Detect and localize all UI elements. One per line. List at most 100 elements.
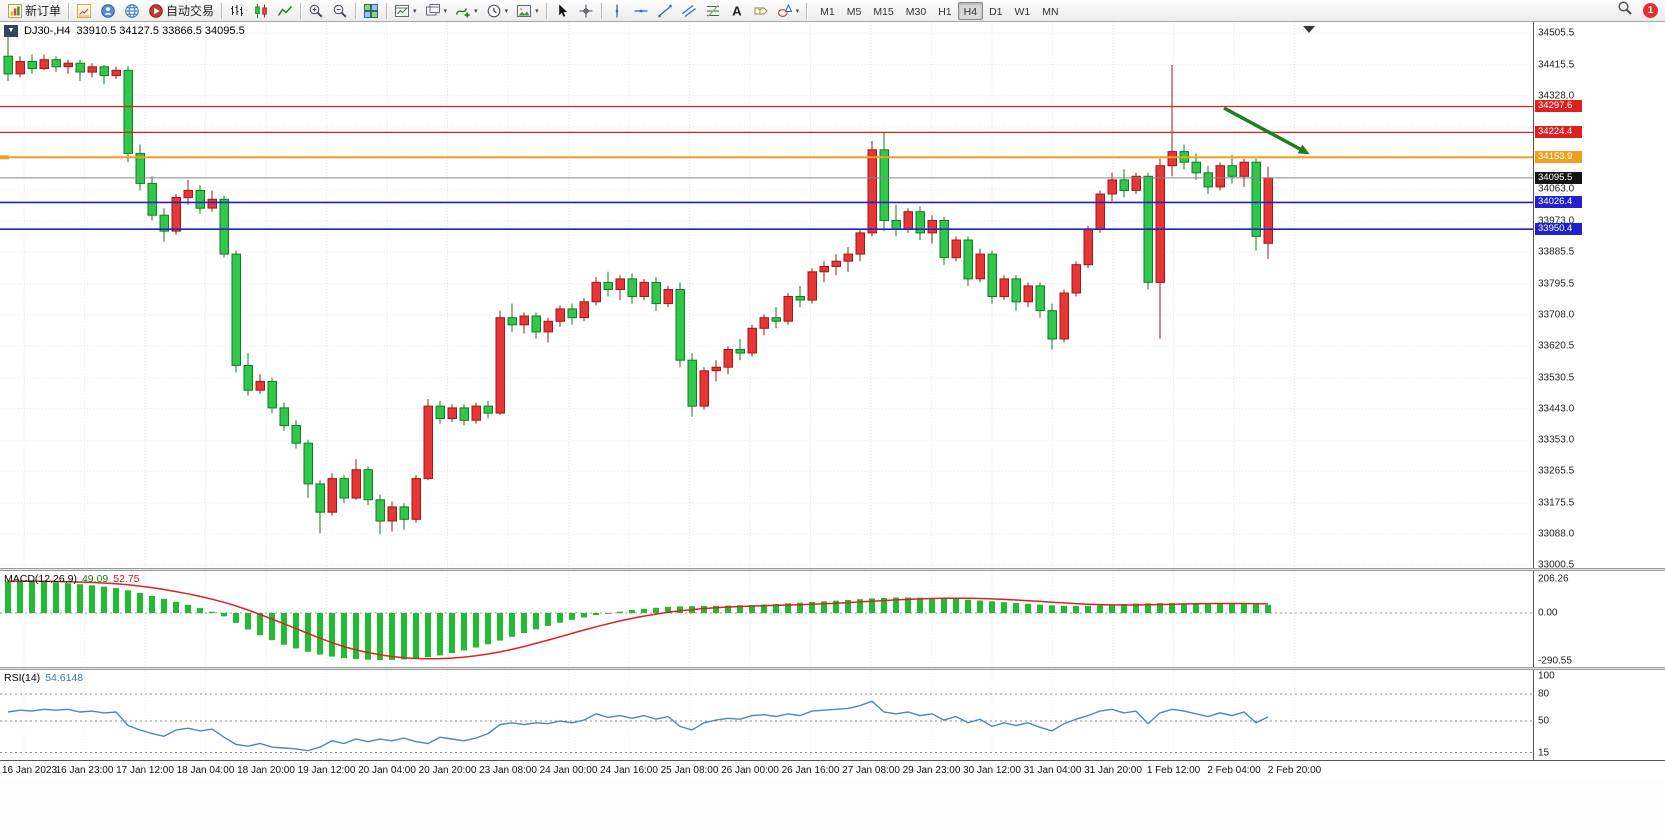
macd-chart[interactable]: [0, 571, 1533, 667]
rsi-axis-label: 15: [1538, 747, 1550, 758]
macd-axis-label: 206.26: [1538, 573, 1569, 585]
fibo-icon: [706, 4, 719, 17]
search-button[interactable]: [1613, 1, 1637, 21]
time-label: 20 Jan 04:00: [358, 765, 416, 776]
trendline-button[interactable]: [653, 1, 677, 21]
line-chart-button[interactable]: [273, 1, 297, 21]
time-label: 16 Jan 2023: [2, 765, 58, 776]
chart-title: ▼ DJ30-,H4 33910.5 34127.5 33866.5 34095…: [4, 25, 245, 37]
terminal-icon: [125, 3, 139, 18]
rsi-line[interactable]: [7, 700, 1269, 752]
toolbar-left-group: 新订单 自动交易 ▾ ▾ ▾ ▾ ▾ A T ▾ M1 M5 M15 M30 H1 H4 D1 W1 MN: [3, 0, 1613, 21]
tile-windows-button[interactable]: [359, 1, 383, 21]
time-label: 31 Jan 20:00: [1084, 765, 1142, 776]
rsi-chart[interactable]: [0, 670, 1533, 760]
periods-button[interactable]: ▾: [482, 1, 513, 21]
svg-text:T: T: [758, 8, 762, 15]
timeframe-D1[interactable]: D1: [989, 5, 1003, 18]
ohlc-values: 33910.5 34127.5 33866.5 34095.5: [76, 25, 245, 37]
hline-anchor[interactable]: [0, 155, 9, 160]
timeframe-M1[interactable]: M1: [820, 5, 835, 18]
rsi-label: RSI(14) 54.6148: [4, 672, 83, 684]
toolbar-separator: [355, 2, 357, 19]
autotrade-button[interactable]: 自动交易: [144, 1, 218, 21]
panel-separator[interactable]: [0, 667, 1665, 670]
new-order-button[interactable]: 新订单: [3, 1, 65, 21]
autotrade-button-label: 自动交易: [166, 4, 215, 18]
crosshair-button[interactable]: [574, 1, 598, 21]
macd-axis: 206.26 0.00 -290.55: [1533, 571, 1665, 667]
rsi-axis: 100 80 50 15: [1533, 670, 1665, 760]
price-label: 33443.0: [1538, 403, 1575, 415]
candlestick-button[interactable]: [249, 1, 273, 21]
toolbar-separator: [221, 2, 223, 19]
chevron-down-icon: ▾: [504, 7, 509, 15]
candles[interactable]: [3, 34, 1273, 535]
templates-button[interactable]: ▾: [512, 1, 543, 21]
vertical-line-button[interactable]: [605, 1, 629, 21]
timeframe-M30[interactable]: M30: [905, 5, 927, 18]
market-watch-button[interactable]: [72, 1, 96, 21]
timeframe-M5[interactable]: M5: [846, 5, 862, 18]
panel-separator[interactable]: [0, 568, 1665, 571]
price-label: 33885.5: [1538, 246, 1575, 258]
time-axis: 16 Jan 2023 16 Jan 23:00 17 Jan 12:00 18 Ja…: [0, 760, 1665, 780]
shapes-icon: [777, 3, 792, 17]
time-label: 17 Jan 12:00: [116, 765, 174, 776]
timeframe-W1[interactable]: W1: [1014, 5, 1031, 18]
trend-arrow[interactable]: [1223, 106, 1310, 155]
time-label: 1 Feb 12:00: [1146, 765, 1201, 776]
chart-shift-marker[interactable]: [1303, 26, 1315, 33]
price-label: 33000.5: [1538, 559, 1575, 569]
search-icon: [1618, 1, 1632, 15]
navigator-button[interactable]: [96, 1, 120, 21]
price-label: 33708.0: [1538, 309, 1575, 321]
shapes-button[interactable]: ▾: [773, 1, 804, 21]
text-button[interactable]: A: [725, 1, 749, 21]
text-icon: A: [732, 3, 742, 18]
zoom-out-button[interactable]: [328, 1, 352, 21]
cursor-button[interactable]: [550, 1, 574, 21]
symbol-timeframe-label: DJ30-,H4: [24, 25, 71, 37]
zoom-out-icon: [333, 4, 347, 18]
main-chart-panel: 34505.5 34415.5 34328.0 34063.0 33973.0 33885…: [0, 22, 1665, 568]
macd-signal-line[interactable]: [7, 580, 1269, 660]
time-label: 29 Jan 23:00: [902, 765, 961, 776]
macd-panel: 206.26 0.00 -290.55 MACD(12,26,9) 49.09 52…: [0, 571, 1665, 667]
toolbar-right-group: 1: [1613, 1, 1662, 21]
price-axis: 34505.5 34415.5 34328.0 34063.0 33973.0 33885…: [1533, 22, 1665, 568]
timeframe-MN[interactable]: MN: [1042, 5, 1059, 18]
chevron-down-icon: ▾: [443, 7, 448, 15]
label-button[interactable]: T: [749, 1, 773, 21]
bottom-space: [0, 780, 1665, 834]
candlestick-chart[interactable]: [0, 22, 1533, 568]
macd-main-value: 49.09: [81, 573, 109, 585]
price-label: 33795.5: [1538, 278, 1575, 290]
timeframe-H4[interactable]: H4: [957, 1, 984, 20]
crosshair-icon: [579, 4, 593, 17]
price-badge: 34095.5: [1535, 171, 1582, 184]
trendline-icon: [657, 4, 672, 17]
price-badge: 33950.4: [1535, 223, 1582, 236]
channel-button[interactable]: [677, 1, 701, 21]
horizontal-line-button[interactable]: [629, 1, 653, 21]
macd-label: MACD(12,26,9) 49.09 52.75: [4, 573, 140, 585]
cascade-windows-button[interactable]: ▾: [421, 1, 452, 21]
price-label: 33530.5: [1538, 372, 1575, 384]
time-label: 25 Jan 08:00: [660, 765, 719, 776]
chevron-down-icon: ▾: [474, 7, 478, 15]
cascade-icon: [425, 3, 440, 15]
zoom-in-button[interactable]: [304, 1, 328, 21]
indicators-button[interactable]: ▾: [451, 1, 482, 21]
bar-chart-button[interactable]: [225, 1, 249, 21]
auto-arrange-button[interactable]: ▾: [390, 1, 421, 21]
terminal-button[interactable]: [120, 1, 144, 21]
notifications-badge[interactable]: 1: [1643, 3, 1658, 18]
timeframe-H1[interactable]: H1: [938, 5, 952, 18]
price-label: 34415.5: [1538, 59, 1575, 71]
fibonacci-button[interactable]: [701, 1, 725, 21]
rsi-panel: 100 80 50 15 RSI(14) 54.6148: [0, 670, 1665, 760]
timeframe-M15[interactable]: M15: [873, 5, 894, 18]
one-click-trading-toggle[interactable]: ▼: [4, 25, 18, 37]
rsi-name: RSI(14): [4, 672, 41, 684]
